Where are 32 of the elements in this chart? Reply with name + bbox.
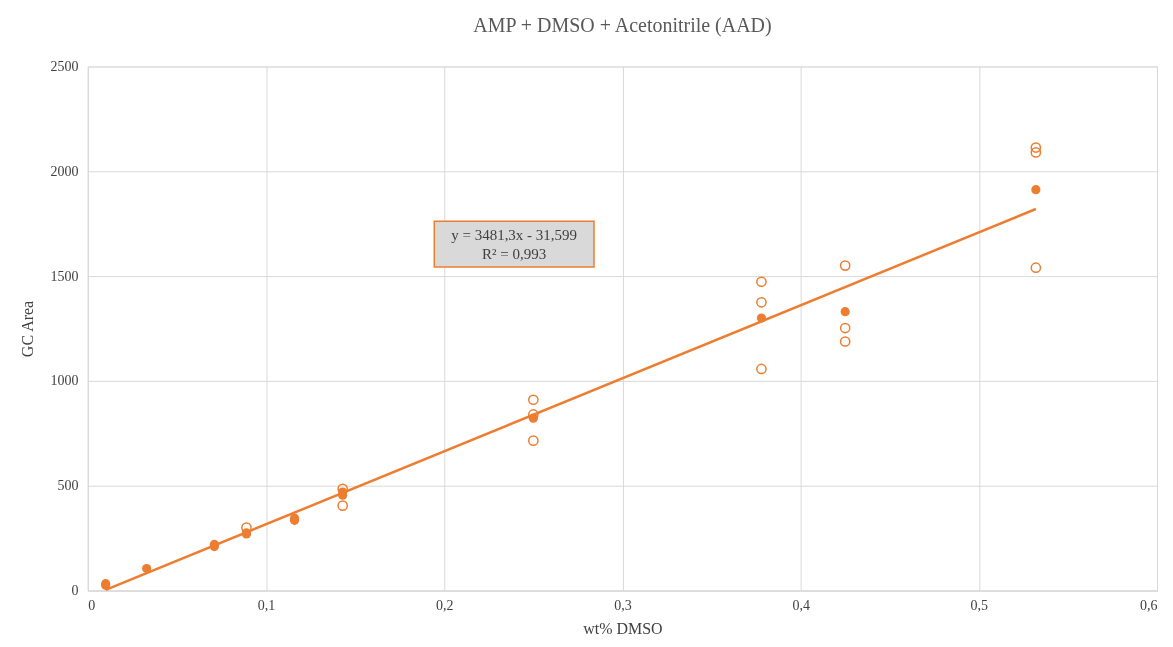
point: [1030, 147, 1042, 158]
point: [839, 336, 851, 347]
point: [756, 276, 767, 288]
x-tick-label: 0,4: [792, 598, 810, 614]
x-tick-label: 0,6: [1140, 598, 1158, 614]
point: [840, 307, 850, 317]
chart-title: AMP + DMSO + Acetonitrile (AAD): [473, 13, 772, 37]
annotation: y = 3481,3x - 31,599: [451, 226, 577, 243]
point: [1030, 262, 1042, 274]
point: [839, 322, 851, 334]
point: [337, 500, 349, 511]
x-tick-label: 0,1: [257, 598, 276, 614]
y-tick-label: 1000: [50, 373, 79, 389]
y-tick-label: 500: [57, 478, 79, 494]
y-axis-title: GC Area: [19, 300, 37, 358]
point: [527, 435, 539, 446]
x-tick-label: 0: [88, 598, 96, 614]
x-tick-label: 0,2: [436, 598, 454, 614]
y-tick-label: 2000: [50, 163, 79, 179]
y-tick-label: 2500: [50, 58, 79, 74]
point: [1030, 142, 1042, 153]
point: [756, 296, 767, 308]
point: [1031, 185, 1041, 195]
x-axis-title: wt% DMSO: [583, 619, 663, 637]
y-tick-label: 0: [71, 583, 79, 599]
point: [527, 394, 539, 406]
annotation: R² = 0,993: [482, 245, 547, 262]
x-tick-label: 0,5: [970, 598, 989, 614]
x-tick-label: 0,3: [614, 598, 632, 614]
point: [839, 260, 851, 271]
y-tick-label: 1500: [50, 268, 79, 284]
point: [756, 363, 767, 375]
